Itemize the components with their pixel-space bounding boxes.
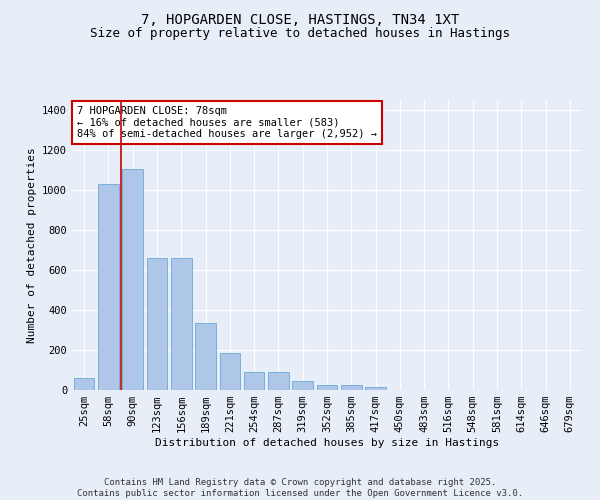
Bar <box>268 372 289 390</box>
Bar <box>220 353 240 390</box>
Bar <box>98 184 119 390</box>
Text: Contains HM Land Registry data © Crown copyright and database right 2025.
Contai: Contains HM Land Registry data © Crown c… <box>77 478 523 498</box>
Bar <box>317 384 337 390</box>
Bar <box>146 258 167 390</box>
Bar <box>365 387 386 390</box>
Bar <box>195 323 216 390</box>
Bar <box>341 384 362 390</box>
Y-axis label: Number of detached properties: Number of detached properties <box>26 147 37 343</box>
X-axis label: Distribution of detached houses by size in Hastings: Distribution of detached houses by size … <box>155 438 499 448</box>
Text: Size of property relative to detached houses in Hastings: Size of property relative to detached ho… <box>90 28 510 40</box>
Text: 7 HOPGARDEN CLOSE: 78sqm
← 16% of detached houses are smaller (583)
84% of semi-: 7 HOPGARDEN CLOSE: 78sqm ← 16% of detach… <box>77 106 377 139</box>
Bar <box>74 378 94 390</box>
Bar <box>122 169 143 390</box>
Bar <box>244 372 265 390</box>
Text: 7, HOPGARDEN CLOSE, HASTINGS, TN34 1XT: 7, HOPGARDEN CLOSE, HASTINGS, TN34 1XT <box>141 12 459 26</box>
Bar <box>292 381 313 390</box>
Bar <box>171 258 191 390</box>
